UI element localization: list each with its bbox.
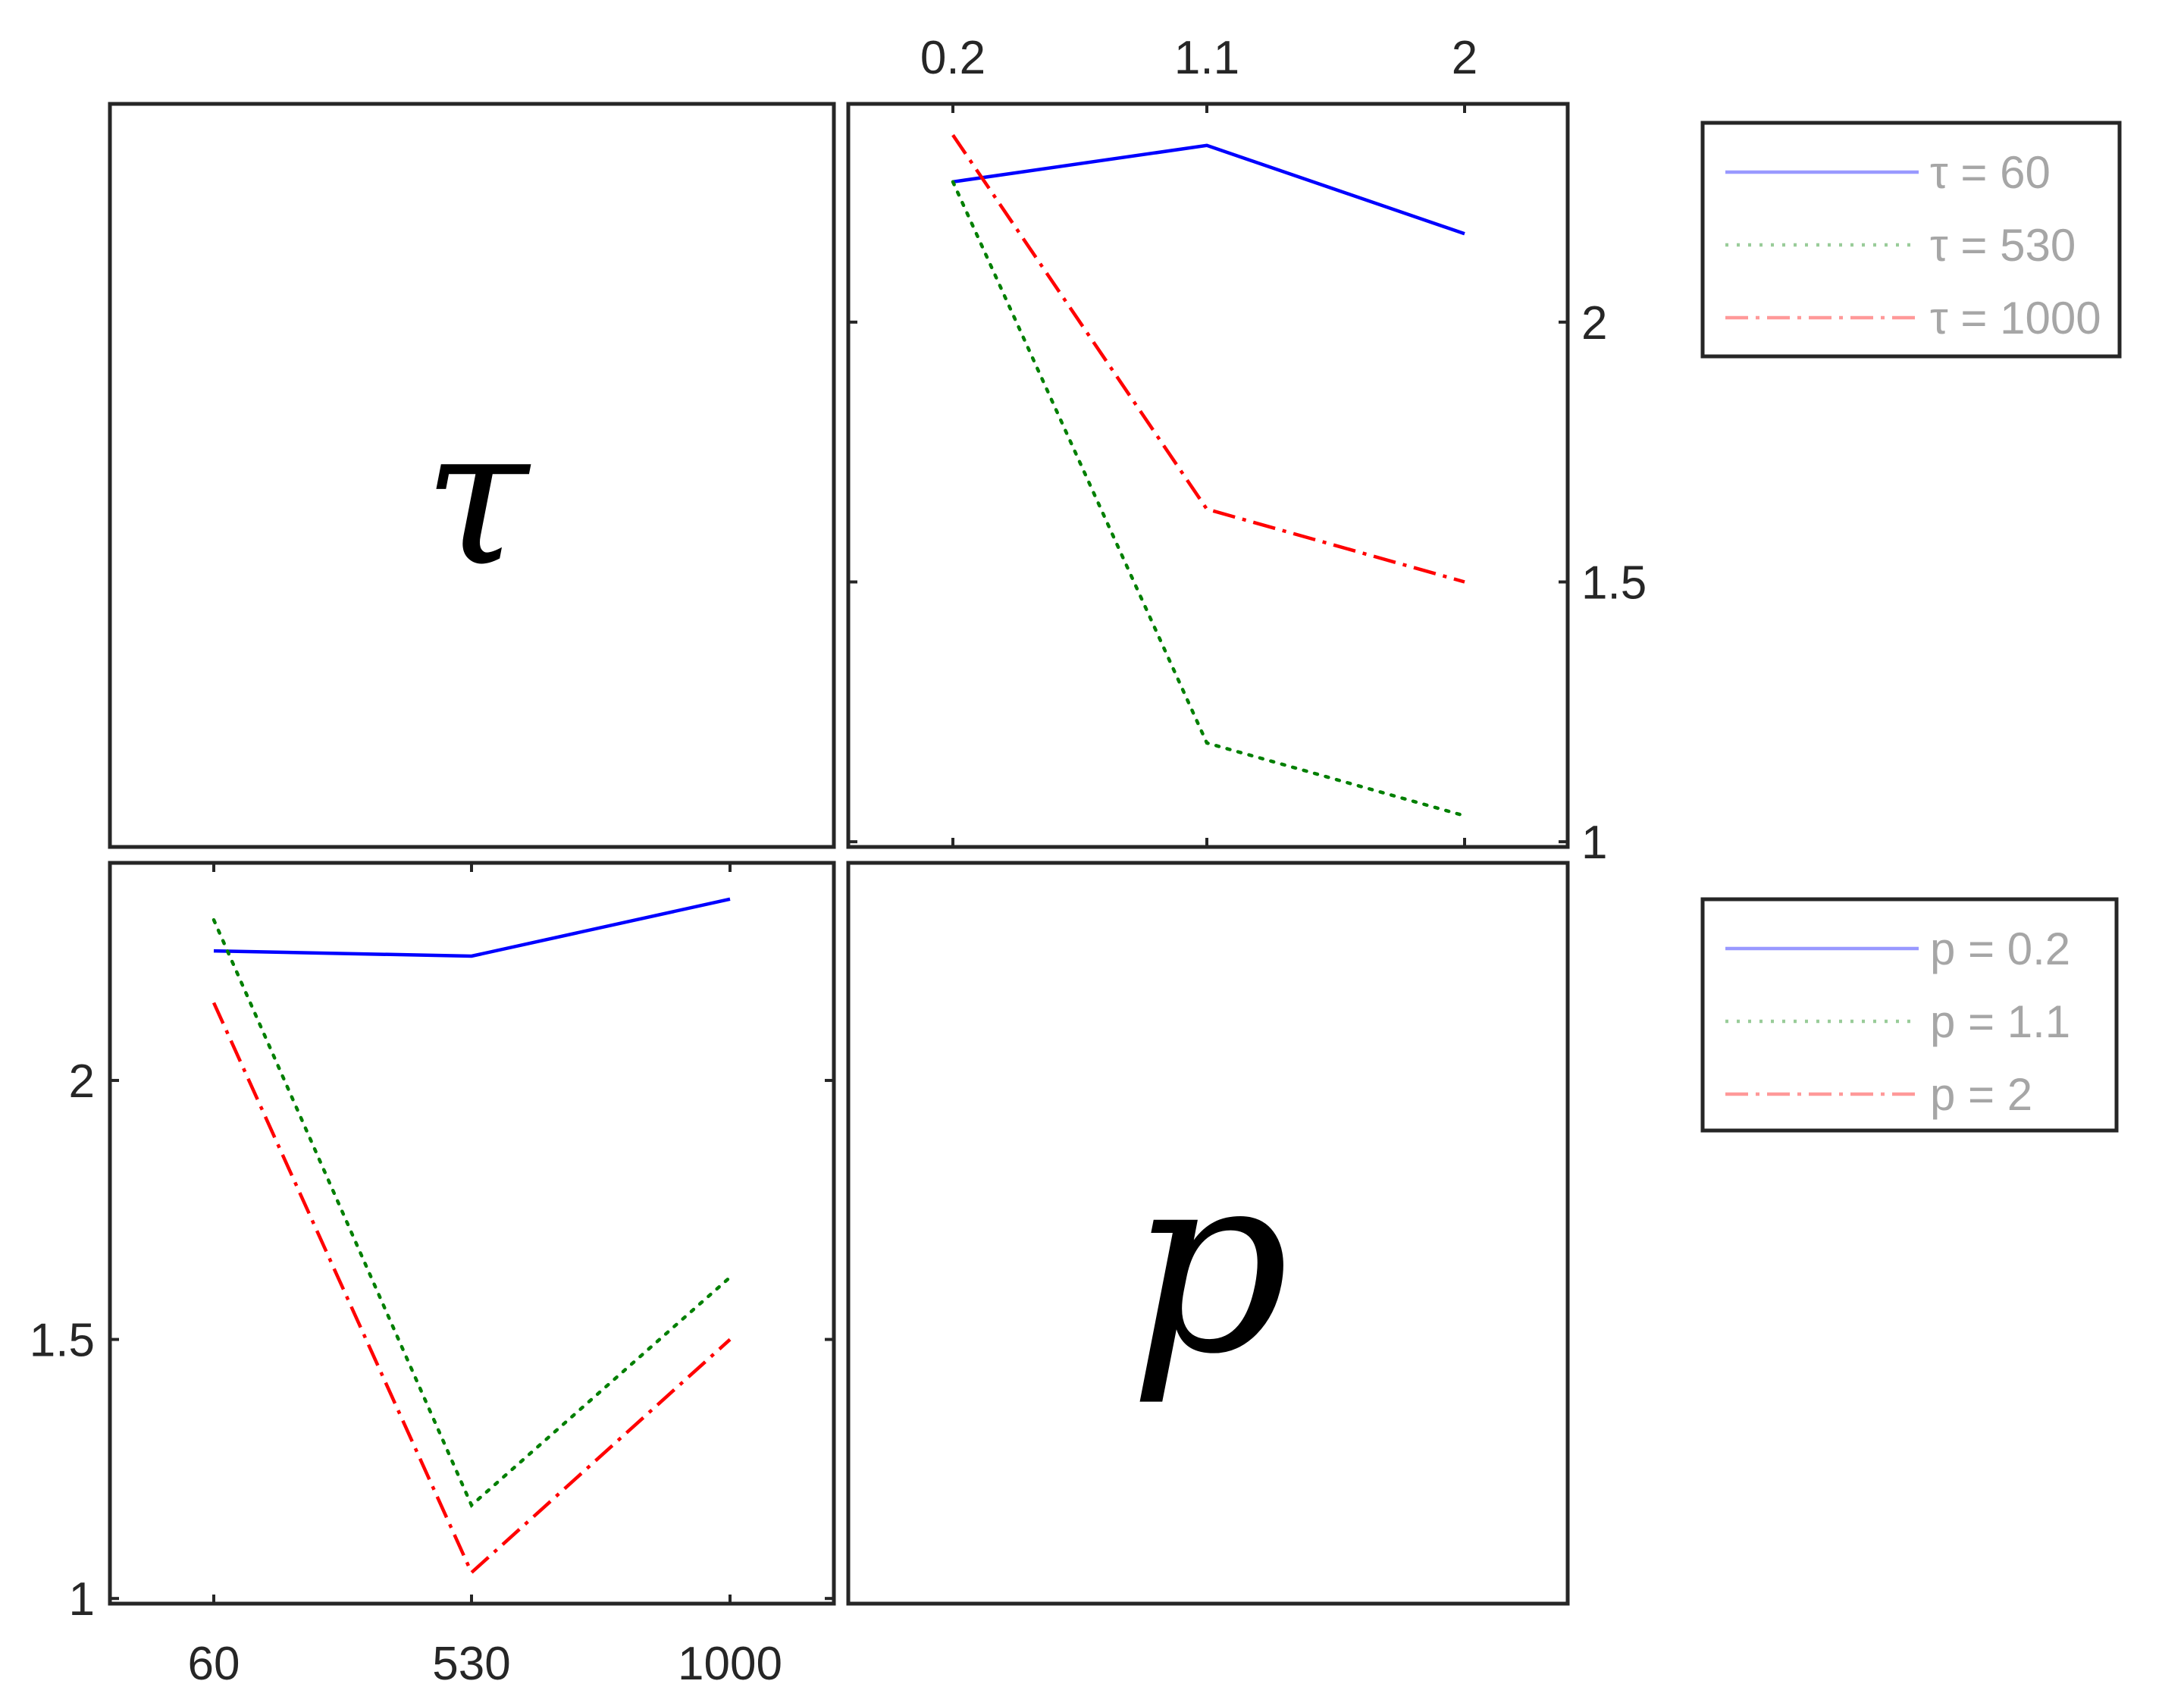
axes: 0.2 1.1 2 1 1.5 2 60 530 1000 1 1.5 2	[30, 32, 1647, 1690]
legend-box-top-right	[1700, 121, 2122, 359]
panel-frame-top-right	[846, 102, 1570, 849]
legend-label-top-right-1: τ = 530	[1930, 220, 2076, 271]
legend-label-bottom-left-2: p = 2	[1930, 1069, 2032, 1120]
y-tick-label-top-right-1: 1.5	[1581, 557, 1647, 609]
y-tick-label-bottom-left-1: 1.5	[30, 1315, 95, 1367]
legend-label-top-right-0: τ = 60	[1930, 147, 2051, 198]
panel-frames	[108, 102, 1570, 1606]
legend-box-bottom-left	[1700, 897, 2119, 1133]
y-tick-label-top-right-0: 1	[1581, 817, 1607, 869]
series-line-bottom-left-2	[212, 1002, 732, 1576]
legends: τ = 60 τ = 530 τ = 1000 p = 0.2 p = 1.1 p = 2	[1700, 121, 2122, 1133]
diagonal-label-p: p	[1129, 1118, 1289, 1409]
x-tick-label-bottom-left-2: 1000	[678, 1638, 782, 1690]
legend-label-bottom-left-0: p = 0.2	[1930, 924, 2070, 974]
y-tick-label-bottom-left-0: 1	[69, 1573, 95, 1626]
x-tick-label-bottom-left-1: 530	[432, 1638, 510, 1690]
legend-label-bottom-left-1: p = 1.1	[1930, 996, 2070, 1047]
panel-frame-bottom-right	[846, 861, 1570, 1606]
panel-frame-bottom-left	[108, 861, 836, 1606]
data-lines	[212, 133, 1467, 1576]
x-tick-label-bottom-left-0: 60	[188, 1638, 240, 1690]
x-tick-label-top-right-0: 0.2	[920, 32, 985, 84]
series-line-top-right-2	[951, 133, 1465, 584]
x-tick-label-top-right-1: 1.1	[1174, 32, 1239, 84]
diagonal-label-tau: τ	[424, 387, 531, 607]
y-tick-label-bottom-left-2: 2	[69, 1055, 95, 1108]
x-tick-label-top-right-2: 2	[1452, 32, 1477, 84]
series-line-top-right-0	[952, 143, 1465, 236]
series-line-bottom-left-1	[212, 917, 732, 1508]
series-line-bottom-left-0	[213, 897, 731, 958]
panel-frame-top-left	[108, 102, 836, 849]
series-line-top-right-1	[951, 180, 1467, 818]
legend-label-top-right-2: τ = 1000	[1930, 293, 2101, 343]
y-tick-label-top-right-2: 2	[1581, 297, 1607, 350]
